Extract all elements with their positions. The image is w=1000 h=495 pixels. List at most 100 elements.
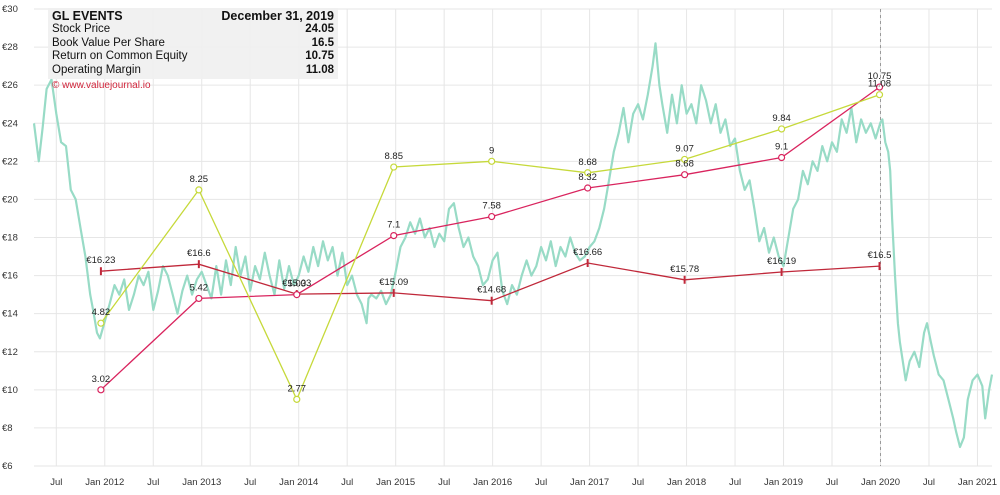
book_value-data-label: €16.66 — [573, 247, 602, 258]
y-tick-label: €14 — [2, 309, 18, 320]
info-value-stock-price: 24.05 — [305, 23, 334, 36]
y-tick-label: €8 — [2, 423, 13, 434]
y-tick-label: €28 — [2, 42, 18, 53]
roe-data-label: 7.58 — [482, 201, 501, 212]
y-axis-ticks: €6 €8 €10 €12 €14 €16 €18 €20 €22 €24 €26 €28 €30 — [2, 4, 18, 472]
x-tick-label: Jan 2021 — [958, 477, 997, 488]
margin-point — [488, 157, 496, 165]
info-label-book-value: Book Value Per Share — [52, 36, 165, 49]
info-date: December 31, 2019 — [221, 9, 334, 23]
company-name: GL EVENTS — [52, 9, 123, 23]
margin-point — [777, 125, 786, 133]
info-value-operating-margin: 11.08 — [305, 63, 334, 76]
roe-point — [488, 212, 496, 221]
x-tick-label: Jan 2019 — [764, 477, 803, 488]
roe-data-label: 7.1 — [387, 220, 400, 231]
book_value-data-label: €16.19 — [767, 256, 796, 267]
margin-point — [875, 91, 884, 99]
x-tick-label: Jul — [50, 477, 62, 488]
series-roe — [97, 83, 884, 394]
roe-data-label: 8.32 — [578, 172, 597, 183]
roe-point — [293, 291, 301, 299]
x-tick-label: Jan 2015 — [376, 477, 415, 488]
margin-data-label: 8.68 — [578, 157, 597, 168]
margin-data-label: 9 — [489, 145, 494, 156]
info-label-stock-price: Stock Price — [52, 23, 111, 36]
x-tick-label: Jul — [244, 477, 256, 488]
roe-point — [195, 294, 203, 303]
roe-data-label: 3.02 — [92, 374, 111, 385]
roe-point — [681, 171, 689, 179]
book_value-data-label: €15.78 — [670, 264, 699, 275]
info-value-book-value: 16.5 — [311, 36, 334, 49]
roe-data-label: 8.68 — [675, 159, 694, 170]
y-tick-label: €26 — [2, 80, 18, 91]
margin-data-label: 9.84 — [772, 113, 791, 124]
margin-data-label: 8.25 — [190, 174, 209, 185]
x-tick-label: Jul — [147, 477, 159, 488]
x-tick-label: Jan 2013 — [182, 477, 221, 488]
series-price — [32, 42, 994, 449]
roe-data-label: 5.03 — [288, 279, 307, 290]
x-tick-label: Jan 2012 — [85, 477, 124, 488]
x-tick-label: Jul — [632, 477, 644, 488]
margin-data-label: 8.85 — [384, 151, 403, 162]
margin-data-label: 9.07 — [675, 143, 694, 154]
y-tick-label: €18 — [2, 233, 18, 244]
series-margin — [97, 91, 884, 403]
book_value-data-label: €15.09 — [379, 277, 408, 288]
margin-data-label: 2.77 — [288, 383, 307, 394]
y-tick-label: €6 — [2, 461, 13, 472]
y-tick-label: €24 — [2, 118, 18, 129]
margin-data-label: 11.08 — [868, 79, 891, 90]
roe-line — [100, 86, 880, 391]
roe-point — [390, 231, 398, 240]
y-tick-label: €12 — [2, 347, 18, 358]
book_value-data-label: €15.03 — [282, 278, 311, 289]
data-labels: €16.23 €16.6 €15.03 €15.09 €14.68 €16.66 €15.7… — [86, 71, 891, 394]
y-tick-label: €16 — [2, 271, 18, 282]
y-tick-label: €10 — [2, 385, 18, 396]
x-tick-label: Jul — [826, 477, 838, 488]
margin-point — [97, 319, 105, 327]
margin-line — [100, 94, 880, 402]
x-tick-label: Jul — [923, 477, 935, 488]
info-value-roe: 10.75 — [305, 50, 334, 63]
roe-point — [875, 83, 884, 91]
x-tick-label: Jan 2020 — [861, 477, 900, 488]
x-tick-label: Jan 2017 — [570, 477, 609, 488]
x-tick-label: Jul — [535, 477, 547, 488]
margin-point — [584, 169, 592, 177]
margin-point — [293, 395, 301, 403]
series-lines — [32, 42, 994, 449]
x-tick-label: Jan 2018 — [667, 477, 706, 488]
margin-point — [195, 186, 203, 194]
margin-data-label: 4.82 — [92, 307, 111, 318]
margin-point — [681, 155, 689, 164]
roe-data-label: 5.42 — [190, 282, 209, 293]
info-label-roe: Return on Common Equity — [52, 50, 188, 63]
roe-data-label: 10.75 — [868, 71, 892, 82]
roe-point — [584, 184, 592, 192]
margin-point — [390, 163, 398, 171]
x-axis-ticks: Jul Jan 2012 Jul Jan 2013 Jul Jan 2014 Jul Jan … — [50, 477, 997, 488]
y-tick-label: €22 — [2, 156, 18, 167]
roe-data-label: 9.1 — [775, 142, 788, 153]
x-tick-label: Jul — [729, 477, 741, 488]
book_value-data-label: €14.68 — [477, 285, 506, 296]
copyright-link[interactable]: © www.valuejournal.io — [52, 80, 151, 91]
roe-point — [97, 386, 105, 394]
info-box: GL EVENTS December 31, 2019 Stock Price … — [48, 8, 338, 80]
x-tick-label: Jan 2014 — [279, 477, 318, 488]
x-tick-label: Jul — [438, 477, 450, 488]
x-tick-label: Jul — [341, 477, 353, 488]
book_value-data-label: €16.5 — [868, 250, 892, 261]
price-line — [32, 42, 994, 449]
roe-point — [777, 153, 786, 162]
book_value-data-label: €16.6 — [187, 248, 211, 259]
y-tick-label: €20 — [2, 194, 18, 205]
x-tick-label: Jan 2016 — [473, 477, 512, 488]
info-label-operating-margin: Operating Margin — [52, 63, 141, 76]
y-tick-label: €30 — [2, 4, 18, 15]
book_value-data-label: €16.23 — [86, 255, 115, 266]
